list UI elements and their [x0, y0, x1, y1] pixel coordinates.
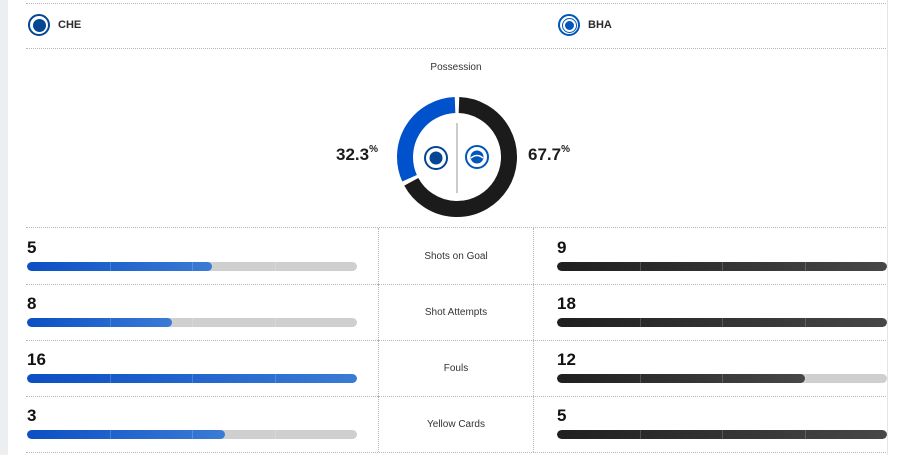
bar-segment-divider: [192, 430, 193, 439]
stat-away-bar: [557, 262, 887, 271]
brighton-crest-icon: [465, 145, 489, 169]
stat-away-value: 12: [557, 350, 576, 369]
right-scroll-gutter: [887, 0, 906, 455]
possession-home-value: 32.3%: [336, 144, 378, 164]
divider: [26, 3, 886, 4]
divider: [26, 227, 886, 228]
bar-segment-divider: [722, 318, 723, 327]
bar-segment-divider: [274, 374, 276, 383]
stat-away-bar: [557, 430, 887, 439]
stat-home-bar-fill: [27, 318, 173, 327]
stat-away-bar: [557, 318, 887, 327]
stat-away-value: 18: [557, 294, 576, 313]
divider: [26, 452, 886, 453]
bar-segment-divider: [192, 318, 193, 327]
bar-segment-divider: [722, 374, 723, 383]
stat-home-bar: [27, 430, 357, 439]
team-home[interactable]: CHE: [28, 14, 81, 36]
bar-segment-divider: [804, 318, 806, 327]
stat-home-value: 8: [27, 294, 37, 313]
stat-home-bar-fill: [27, 262, 212, 271]
bar-segment-divider: [109, 374, 111, 383]
bar-segment-divider: [804, 262, 806, 271]
stat-row: 5 Shots on Goal 9: [26, 228, 887, 284]
bar-segment-divider: [274, 430, 276, 439]
stat-home-bar-fill: [27, 430, 225, 439]
bar-segment-divider: [639, 262, 641, 271]
team-away-abbr: BHA: [588, 19, 612, 31]
divider: [26, 340, 886, 341]
stat-label: Shots on Goal: [378, 228, 534, 284]
bar-segment-divider: [274, 318, 276, 327]
possession-arc-home: [397, 97, 456, 182]
stat-home-value: 5: [27, 238, 37, 257]
bar-segment-divider: [274, 262, 276, 271]
stat-away-value: 5: [557, 406, 567, 425]
stat-row: 8 Shot Attempts 18: [26, 284, 887, 340]
possession-away-value: 67.7%: [528, 144, 570, 164]
stat-row: 3 Yellow Cards 5: [26, 396, 887, 452]
bar-segment-divider: [639, 430, 641, 439]
possession-donut: [397, 97, 517, 217]
stat-away-bar: [557, 374, 887, 383]
stat-away-value: 9: [557, 238, 567, 257]
bar-segment-divider: [192, 262, 193, 271]
stat-away-bar-fill: [557, 262, 887, 271]
left-gutter: [0, 0, 8, 455]
stat-home-bar-fill: [27, 374, 357, 383]
divider: [26, 284, 886, 285]
divider: [26, 48, 886, 49]
bar-segment-divider: [109, 430, 111, 439]
stat-home-value: 16: [27, 350, 46, 369]
bar-segment-divider: [804, 374, 806, 383]
possession-arc-away: [404, 97, 517, 217]
bar-segment-divider: [109, 262, 111, 271]
bar-segment-divider: [639, 374, 641, 383]
bar-segment-divider: [722, 430, 723, 439]
stat-label: Shot Attempts: [378, 284, 534, 340]
bar-segment-divider: [804, 430, 806, 439]
stat-away-bar-fill: [557, 318, 887, 327]
chelsea-crest-icon: [424, 146, 448, 170]
stat-label: Yellow Cards: [378, 396, 534, 452]
stat-home-bar: [27, 262, 357, 271]
team-home-abbr: CHE: [58, 19, 82, 31]
possession-title: Possession: [430, 62, 482, 73]
stat-home-bar: [27, 318, 357, 327]
bar-segment-divider: [639, 318, 641, 327]
stat-home-bar: [27, 374, 357, 383]
stat-away-bar-fill: [557, 374, 805, 383]
stat-label: Fouls: [378, 340, 534, 396]
brighton-crest-icon: [558, 14, 580, 36]
divider: [26, 396, 886, 397]
bar-segment-divider: [192, 374, 193, 383]
team-away[interactable]: BHA: [558, 14, 612, 36]
bar-segment-divider: [109, 318, 111, 327]
stat-home-value: 3: [27, 406, 37, 425]
bar-segment-divider: [722, 262, 723, 271]
chelsea-crest-icon: [28, 14, 50, 36]
stat-row: 16 Fouls 12: [26, 340, 887, 396]
stat-away-bar-fill: [557, 430, 887, 439]
